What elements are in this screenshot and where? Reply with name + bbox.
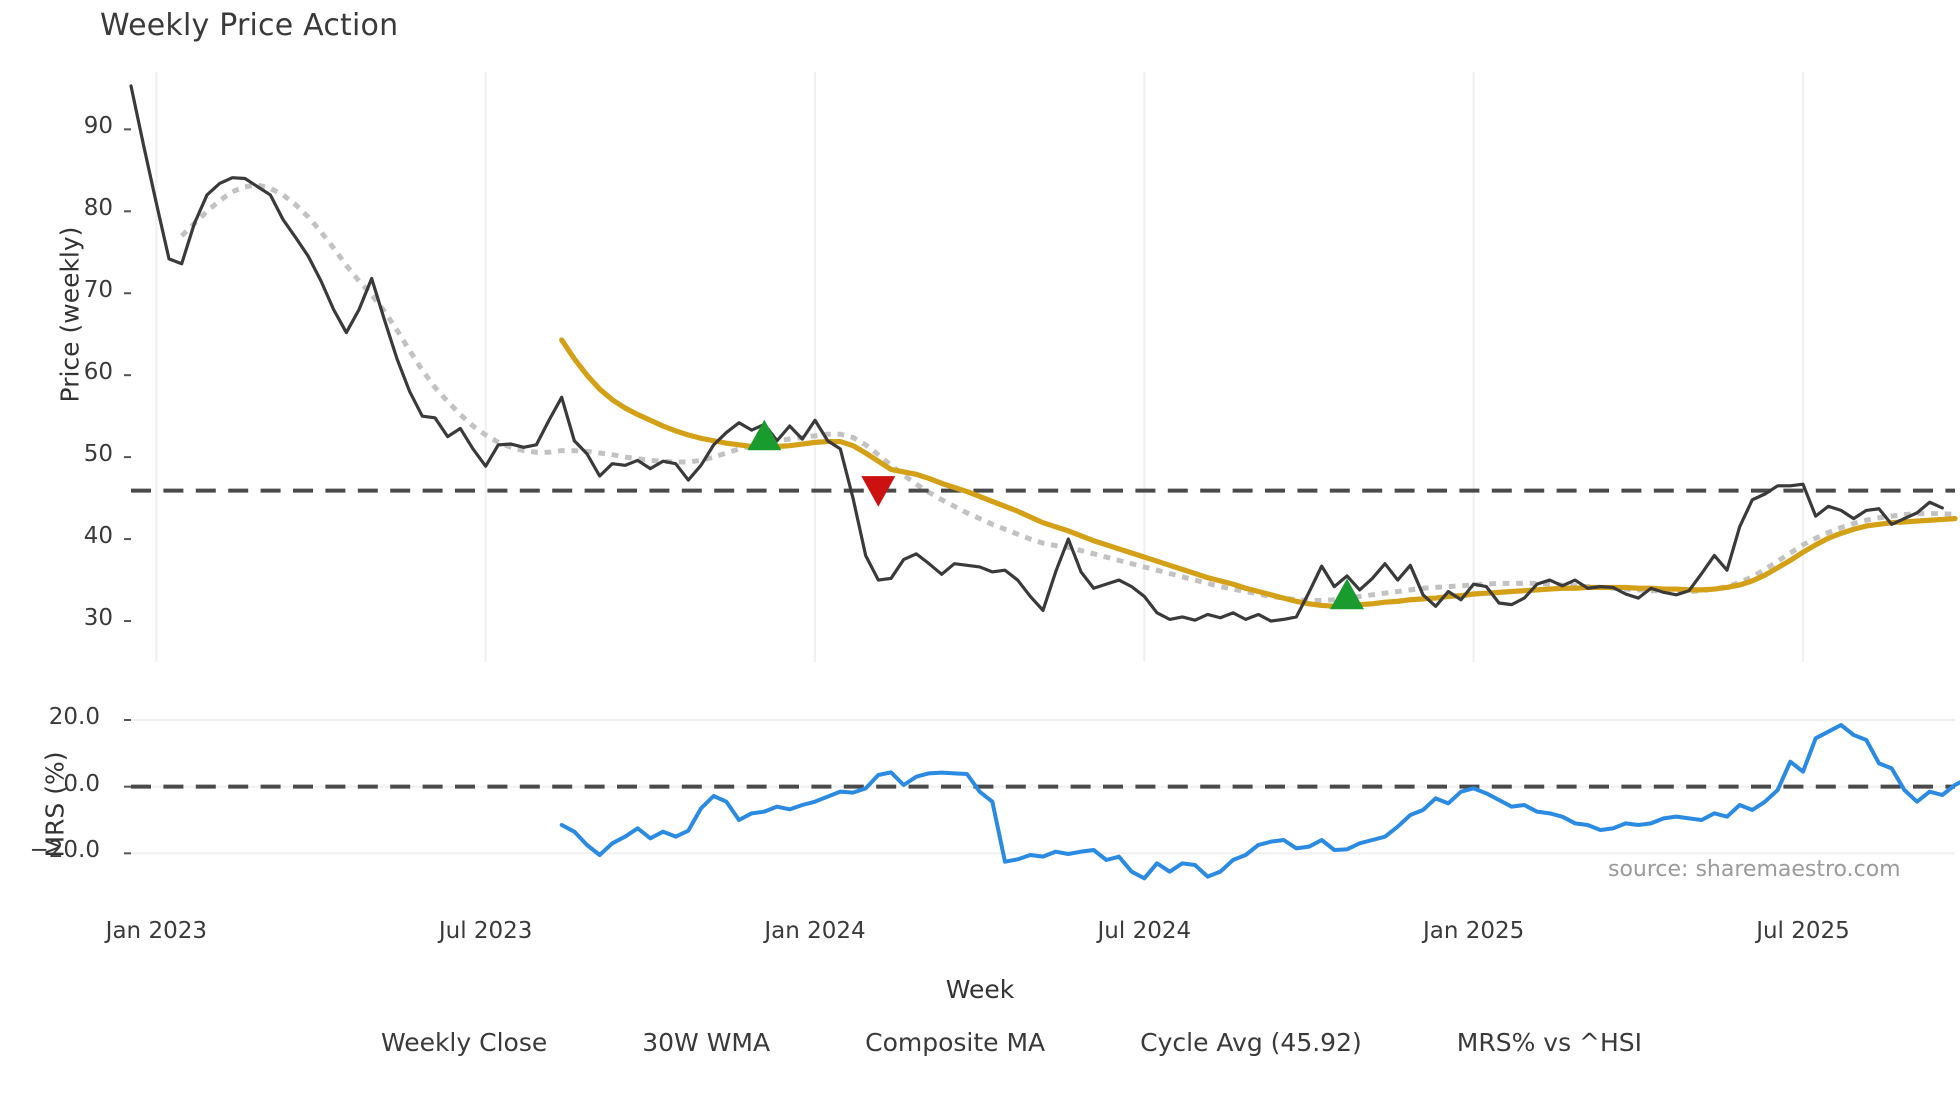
series-mrs-mrs-vs-hsi [559, 723, 1960, 881]
legend-label: 30W WMA [642, 1028, 771, 1057]
legend-item-composite-ma[interactable]: Composite MA [802, 1028, 1045, 1057]
y-tick-mrs-0: 20.0 [48, 704, 100, 730]
legend-item-cycle-avg-45-92-[interactable]: Cycle Avg (45.92) [1077, 1028, 1362, 1057]
legend-item-weekly-close[interactable]: Weekly Close [318, 1028, 547, 1057]
x-tick-4: Jan 2025 [1423, 918, 1525, 944]
legend-item-30w-wma[interactable]: 30W WMA [579, 1028, 770, 1057]
x-tick-2: Jan 2024 [764, 918, 866, 944]
source-attribution: source: sharemaestro.com [1608, 857, 1901, 882]
x-tick-0: Jan 2023 [105, 918, 207, 944]
legend-label: Weekly Close [380, 1028, 548, 1057]
y-tick-mrs-2: −20.0 [29, 837, 100, 864]
y-tick-price-40: 40 [83, 523, 113, 550]
series-price-composite-ma [179, 182, 1956, 604]
y-tick-price-60: 60 [83, 359, 113, 386]
y-tick-mrs-1: 0.0 [63, 770, 100, 797]
x-tick-1: Jul 2023 [438, 918, 533, 944]
sell-marker-triangle-down-icon [861, 476, 896, 507]
y-tick-price-70: 70 [83, 277, 113, 304]
series-price-weekly-close [129, 84, 1944, 623]
chart-legend: Weekly Close 30W WMA Composite MA Cycle Avg… [0, 1028, 1960, 1057]
y-tick-price-80: 80 [83, 195, 113, 222]
legend-item-mrs-vs-hsi[interactable]: MRS% vs ^HSI [1394, 1028, 1642, 1057]
buy-marker-triangle-up-icon [1330, 578, 1364, 610]
legend-label: Composite MA [865, 1028, 1046, 1057]
y-tick-price-50: 50 [83, 441, 113, 468]
x-axis-label: Week [945, 975, 1015, 1004]
legend-label: MRS% vs ^HSI [1456, 1028, 1643, 1057]
y-tick-price-90: 90 [83, 113, 113, 140]
y-tick-price-30: 30 [83, 605, 113, 632]
buy-marker-triangle-up-icon [747, 419, 782, 451]
series-price-30w-wma [559, 337, 1958, 609]
x-tick-5: Jul 2025 [1756, 918, 1850, 944]
legend-label: Cycle Avg (45.92) [1140, 1028, 1362, 1057]
x-tick-3: Jul 2024 [1097, 918, 1192, 944]
chart-title: Weekly Price Action [100, 8, 399, 43]
